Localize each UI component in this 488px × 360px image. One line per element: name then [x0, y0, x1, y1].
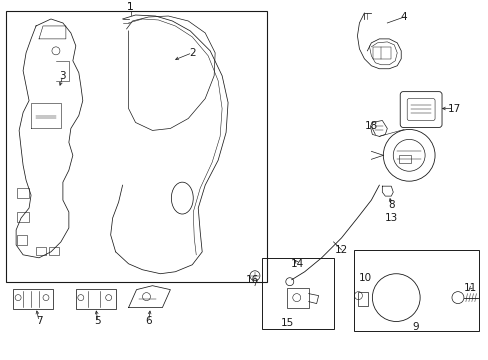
Text: 8: 8 [387, 200, 394, 210]
Text: 5: 5 [94, 316, 101, 327]
Text: 13: 13 [384, 213, 397, 223]
Text: 2: 2 [188, 48, 195, 58]
Text: 10: 10 [358, 273, 371, 283]
Bar [17, 188, 29, 198]
Text: 6: 6 [145, 316, 151, 327]
Text: 15: 15 [281, 319, 294, 328]
Text: 11: 11 [463, 283, 476, 293]
Bar [36, 247, 46, 255]
Bar [17, 235, 27, 245]
Bar [354, 250, 478, 332]
Text: 9: 9 [412, 323, 419, 333]
Bar [49, 247, 59, 255]
Text: 4: 4 [400, 12, 407, 22]
Bar [286, 288, 308, 307]
Bar [17, 212, 29, 222]
Bar [373, 47, 390, 59]
Bar [13, 289, 53, 309]
Text: 12: 12 [334, 245, 347, 255]
Text: 1: 1 [127, 2, 134, 12]
Text: 7: 7 [36, 316, 42, 327]
Text: 14: 14 [290, 259, 304, 269]
Text: 18: 18 [364, 121, 377, 131]
Text: 17: 17 [447, 104, 460, 113]
Text: 16: 16 [245, 275, 258, 285]
Text: 3: 3 [60, 71, 66, 81]
Bar [6, 11, 266, 282]
Text: 1: 1 [127, 2, 134, 12]
Bar [358, 292, 367, 306]
Bar [398, 155, 410, 163]
Bar [76, 289, 115, 309]
Bar [262, 258, 333, 329]
